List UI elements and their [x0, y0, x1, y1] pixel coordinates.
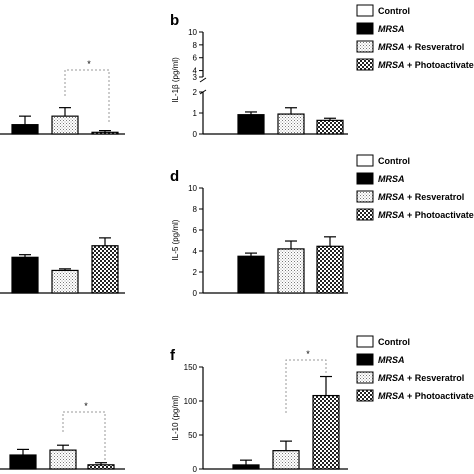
y-axis-label-f: IL-10 (pg/ml) [171, 395, 180, 441]
y-tick-label-f-0: 0 [193, 465, 198, 474]
bar-d-2 [277, 248, 305, 294]
y-tick-label-b-2: 2 [193, 88, 198, 97]
legend-swatch-b-2 [356, 40, 374, 53]
y-tick-label-d-5: 10 [188, 184, 197, 193]
y-tick-label-d-2: 4 [193, 247, 198, 256]
y-tick-label-f-3: 150 [184, 363, 198, 372]
legend-label-b-0: Control [378, 6, 410, 16]
significance-bracket-e [62, 411, 106, 460]
legend-label-b-1: MRSA [378, 24, 405, 34]
legend-label-f-0: Control [378, 337, 410, 347]
bar-e-0 [9, 454, 37, 470]
panel-d: d 0 2 4 6 8 10 IL-5 (pg/ml) Control MRSA MRSA + Re… [170, 154, 474, 298]
panel-label-d: d [170, 168, 179, 185]
bar-e-1 [49, 449, 77, 470]
legend-swatch-f-3 [356, 389, 374, 402]
legend-swatch-b-3 [356, 58, 374, 71]
legend-swatch-d-1 [356, 172, 374, 185]
legend-swatch-f-0 [356, 335, 374, 348]
y-tick-label-b-3: 3 [193, 73, 198, 82]
bar-d-3 [316, 245, 344, 294]
bar-c-2 [91, 245, 119, 294]
legend-label-f-2: MRSA + Resveratrol [378, 373, 464, 383]
y-tick-label-b-7: 10 [188, 28, 197, 37]
panel-label-b: b [170, 12, 179, 29]
legend-swatch-b-1 [356, 22, 374, 35]
panel-f: f 0 50 100 150 IL-10 (pg/ml) * Control MRSA MRSA … [170, 335, 474, 474]
bar-c-1 [51, 269, 79, 294]
y-tick-label-b-1: 1 [193, 109, 198, 118]
panel-e: * [0, 401, 125, 470]
legend-swatch-b-0 [356, 4, 374, 17]
bar-e-2 [87, 464, 115, 470]
legend-label-d-2: MRSA + Resveratrol [378, 192, 464, 202]
y-tick-label-b-4: 4 [193, 67, 198, 76]
significance-bracket-a [64, 69, 110, 124]
bar-b-3 [316, 119, 344, 135]
bar-b-1 [237, 114, 265, 135]
y-tick-label-b-5: 6 [193, 54, 198, 63]
legend-swatch-d-3 [356, 208, 374, 221]
legend-label-b-3: MRSA + Photoactivated [378, 60, 474, 70]
legend-label-f-3: MRSA + Photoactivated [378, 391, 474, 401]
bar-c-0 [11, 256, 39, 294]
bar-d-1 [237, 255, 265, 294]
y-tick-label-d-4: 8 [193, 205, 198, 214]
y-tick-label-d-0: 0 [193, 289, 198, 298]
bar-b-2 [277, 113, 305, 135]
legend-swatch-f-1 [356, 353, 374, 366]
y-tick-label-d-1: 2 [193, 268, 198, 277]
panel-b: b 0 1 2 34 6 8 10 IL-1β (pg/ml) Control MRSA MRSA +… [170, 4, 474, 139]
bar-a-1 [51, 115, 79, 135]
significance-star-a: * [87, 59, 91, 69]
y-tick-label-b-0: 0 [193, 130, 198, 139]
bar-a-2 [91, 131, 119, 135]
y-tick-label-b-6: 8 [193, 41, 198, 50]
legend-label-d-0: Control [378, 156, 410, 166]
bar-f-3 [312, 394, 340, 470]
y-tick-label-f-2: 100 [184, 397, 198, 406]
significance-bracket-f [285, 359, 327, 413]
legend-label-f-1: MRSA [378, 355, 405, 365]
axis-break-mark-1 [199, 77, 207, 83]
legend-swatch-d-0 [356, 154, 374, 167]
y-tick-label-f-1: 50 [188, 431, 197, 440]
bar-f-2 [272, 450, 300, 470]
bar-a-0 [11, 124, 39, 135]
panel-a: * [0, 59, 125, 135]
panel-label-f: f [170, 347, 176, 364]
bar-f-1 [232, 464, 260, 470]
legend-swatch-f-2 [356, 371, 374, 384]
y-axis-label-b: IL-1β (pg/ml) [171, 57, 180, 103]
legend-swatch-d-2 [356, 190, 374, 203]
significance-star-f: * [306, 349, 310, 359]
y-axis-label-d: IL-5 (pg/ml) [171, 219, 180, 260]
legend-label-d-3: MRSA + Photoactivated [378, 210, 474, 220]
legend-label-d-1: MRSA [378, 174, 405, 184]
legend-label-b-2: MRSA + Resveratrol [378, 42, 464, 52]
panel-c [0, 237, 125, 294]
significance-star-e: * [84, 401, 88, 411]
y-tick-label-d-3: 6 [193, 226, 198, 235]
